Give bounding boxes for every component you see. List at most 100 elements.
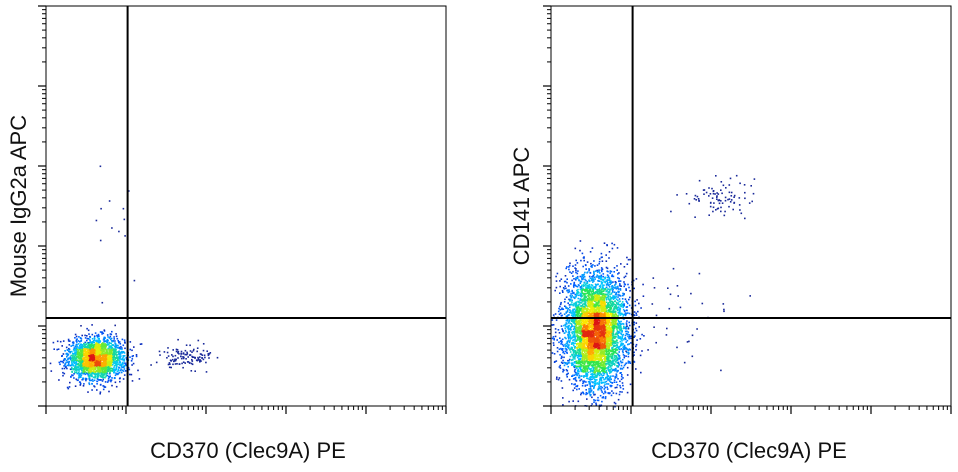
event-dot xyxy=(104,352,107,355)
event-dot xyxy=(587,298,590,301)
event-dot xyxy=(85,378,88,380)
event-dot xyxy=(83,346,86,349)
event-dot xyxy=(186,351,188,354)
event-dot xyxy=(96,376,99,378)
event-dot xyxy=(74,357,77,360)
event-dot xyxy=(595,291,597,293)
event-dot xyxy=(103,350,105,353)
event-dot xyxy=(70,345,72,347)
event-dot xyxy=(627,353,630,355)
event-dot xyxy=(564,275,567,277)
event-dot xyxy=(88,351,90,354)
event-dot xyxy=(612,298,615,300)
event-dot xyxy=(111,340,114,343)
event-dot xyxy=(610,367,613,370)
event-dot xyxy=(597,387,600,390)
event-dot xyxy=(601,320,603,323)
event-dot xyxy=(87,353,90,355)
event-dot xyxy=(598,287,601,290)
event-dot xyxy=(598,295,600,297)
event-dot xyxy=(102,388,105,391)
event-dot xyxy=(567,362,569,364)
event-dot xyxy=(108,367,111,370)
event-dot xyxy=(116,370,119,372)
event-dot xyxy=(575,310,578,312)
event-dot xyxy=(88,354,90,357)
event-dot xyxy=(80,374,83,377)
event-dot xyxy=(78,366,80,368)
event-dot xyxy=(92,376,95,379)
event-dot xyxy=(64,350,66,352)
event-dot xyxy=(96,357,99,359)
event-dot xyxy=(123,355,125,357)
event-dot xyxy=(123,364,126,367)
event-dot xyxy=(71,361,73,363)
event-dot xyxy=(612,296,614,299)
event-dot xyxy=(105,368,107,370)
event-dot xyxy=(171,358,174,361)
event-dot xyxy=(606,293,608,296)
event-dot xyxy=(567,345,570,347)
event-dot xyxy=(68,363,70,366)
event-dot xyxy=(104,365,107,367)
event-dot xyxy=(113,365,116,367)
event-dot xyxy=(568,362,570,364)
event-dot xyxy=(112,369,115,372)
event-dot xyxy=(584,339,586,342)
event-dot xyxy=(579,249,581,252)
event-dot xyxy=(99,368,102,371)
event-dot xyxy=(174,354,177,357)
event-dot xyxy=(580,290,583,292)
event-dot xyxy=(118,230,120,233)
event-dot xyxy=(92,380,94,382)
event-dot xyxy=(598,369,600,372)
event-dot xyxy=(97,375,100,378)
event-dot xyxy=(618,272,620,274)
event-dot xyxy=(623,327,626,329)
plot-panel-left: CD370 (Clec9A) PE Mouse IgG2a APC xyxy=(6,5,447,463)
event-dot xyxy=(603,352,606,354)
event-dot xyxy=(585,292,587,295)
event-dot xyxy=(587,365,589,368)
event-dot xyxy=(603,372,606,375)
event-dot xyxy=(62,374,64,377)
event-dot xyxy=(561,338,564,341)
event-dot xyxy=(114,381,117,384)
event-dot xyxy=(617,285,619,288)
event-dot xyxy=(120,371,123,374)
event-dot xyxy=(91,361,94,363)
event-dot xyxy=(124,347,126,350)
event-dot xyxy=(623,356,626,359)
event-dot xyxy=(109,365,111,367)
event-dot xyxy=(625,300,628,302)
event-dot xyxy=(572,265,574,267)
event-dot xyxy=(609,369,611,371)
event-dot xyxy=(623,344,626,347)
event-dot xyxy=(118,360,121,362)
event-dot xyxy=(568,341,571,344)
event-dot xyxy=(85,348,87,350)
event-dot xyxy=(78,360,80,362)
event-dots xyxy=(551,174,756,408)
event-dot xyxy=(574,383,576,385)
event-dot xyxy=(76,348,78,351)
event-dot xyxy=(87,353,89,355)
event-dot xyxy=(79,381,82,384)
event-dot xyxy=(79,361,81,364)
event-dot xyxy=(572,341,574,344)
event-dot xyxy=(572,328,575,331)
plot-panel-right: CD370 (Clec9A) PE CD141 APC xyxy=(509,5,952,463)
event-dot xyxy=(103,352,105,355)
event-dot xyxy=(610,394,613,397)
event-dot xyxy=(588,285,591,288)
event-dot xyxy=(602,328,605,330)
event-dot xyxy=(611,355,614,358)
event-dot xyxy=(93,372,95,375)
event-dot xyxy=(115,385,118,388)
event-dot xyxy=(66,349,69,351)
event-dot xyxy=(80,345,83,348)
event-dot xyxy=(73,356,76,359)
event-dot xyxy=(88,363,90,366)
event-dot xyxy=(79,346,81,348)
event-dot xyxy=(94,361,96,364)
